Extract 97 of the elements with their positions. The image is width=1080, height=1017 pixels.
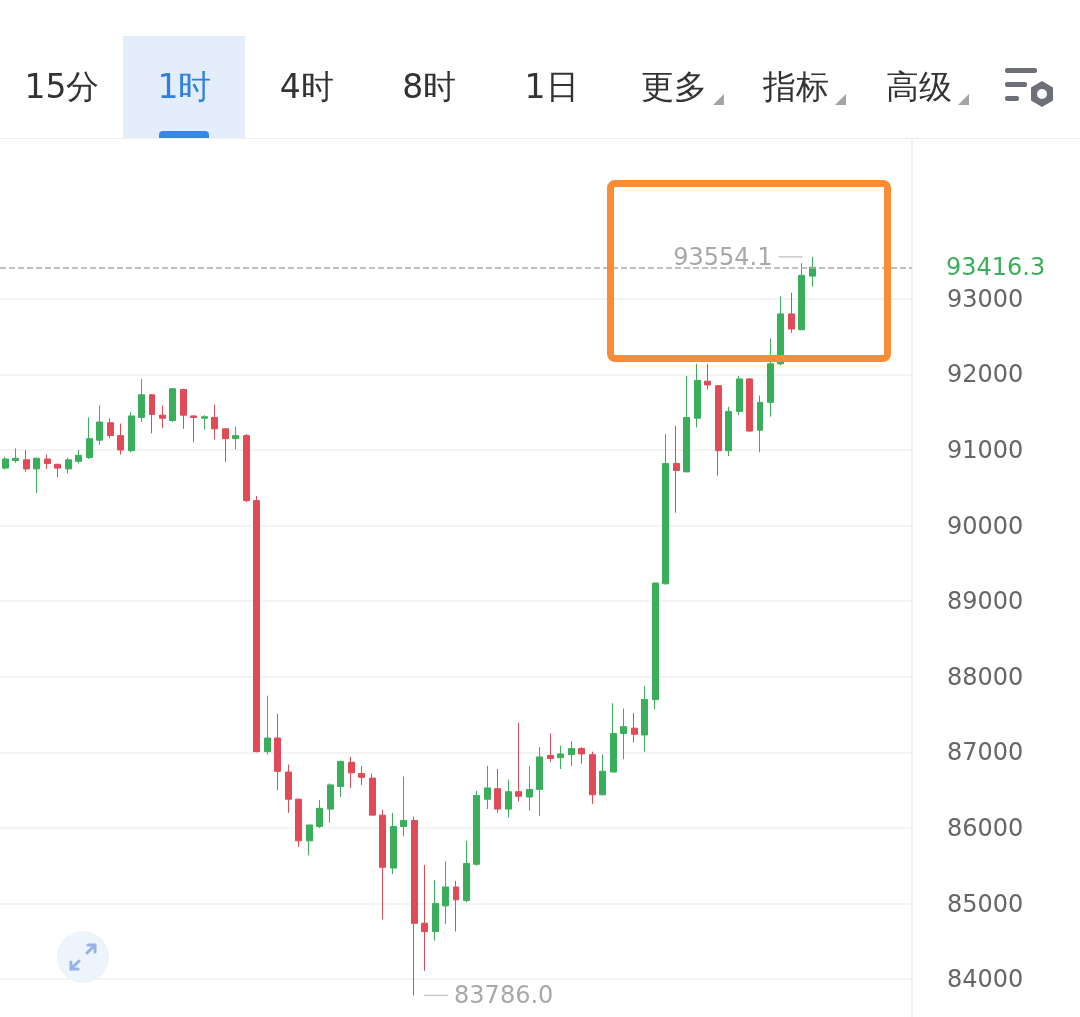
candlestick — [2, 456, 9, 471]
text: 8时 — [402, 67, 457, 107]
candlestick — [683, 375, 690, 473]
candlestick — [788, 292, 795, 334]
y-tick-label: 84000 — [947, 965, 1024, 994]
candlestick — [232, 426, 239, 450]
candlestick — [327, 782, 334, 824]
candlestick — [767, 338, 774, 418]
candlestick — [159, 404, 166, 429]
candlestick — [641, 685, 648, 753]
candlestick — [12, 447, 19, 464]
candlestick — [243, 433, 250, 503]
annotation: 83786.0 — [454, 981, 554, 1010]
candlestick — [169, 387, 176, 423]
candlestick — [526, 765, 533, 812]
candlestick — [358, 765, 365, 786]
candlestick — [96, 404, 103, 446]
candlestick — [379, 809, 386, 920]
candlestick — [599, 754, 606, 796]
candlestick — [442, 860, 449, 925]
candlestick — [578, 746, 585, 765]
candlestick — [421, 864, 428, 972]
candlestick — [757, 395, 763, 453]
candlestick — [400, 776, 407, 837]
ref-line-label: 93416.3 — [946, 253, 1046, 282]
y-tick-label: 85000 — [947, 889, 1024, 918]
candlestick — [369, 773, 376, 816]
candlestick — [473, 790, 480, 867]
candlestick — [65, 457, 72, 474]
y-tick-label: 89000 — [947, 587, 1024, 616]
candlestick — [107, 417, 114, 439]
candlestick — [190, 414, 197, 443]
candlestick — [295, 798, 302, 848]
candlestick — [253, 495, 260, 753]
y-tick-label: 87000 — [947, 738, 1024, 767]
candlestick — [798, 262, 805, 331]
candlestick — [704, 363, 711, 390]
candlestick — [547, 732, 554, 763]
candlestick — [494, 768, 501, 814]
candlestick — [715, 384, 722, 477]
candlestick — [54, 463, 61, 478]
candlestick — [453, 880, 459, 933]
candlestick — [23, 449, 30, 473]
candlestick — [725, 406, 732, 457]
candlestick — [652, 582, 659, 710]
candlestick — [673, 425, 680, 514]
candlestick — [390, 812, 397, 875]
candlestick — [568, 740, 575, 767]
y-tick-label: 90000 — [947, 511, 1024, 540]
candlestick — [515, 722, 522, 803]
candlestick — [337, 760, 344, 798]
candlestick — [694, 363, 701, 428]
y-tick-label: 86000 — [947, 813, 1024, 842]
candlestick — [557, 745, 564, 770]
candlestick — [86, 416, 93, 460]
y-tick-label: 92000 — [947, 360, 1024, 389]
y-tick-label: 91000 — [947, 435, 1024, 464]
candlestick — [75, 449, 82, 465]
candlestick — [411, 816, 418, 996]
candlestick — [589, 751, 596, 805]
candlestick — [264, 695, 271, 756]
candlestick — [44, 454, 51, 470]
candlestick — [222, 427, 229, 463]
candlestick — [285, 763, 292, 814]
text: 15分 — [24, 67, 100, 107]
candlestick — [463, 840, 470, 903]
annotation: 93554.1 — [673, 242, 773, 271]
candlestick — [128, 411, 135, 453]
candlestick — [201, 414, 208, 431]
candlestick — [505, 779, 512, 818]
text: 4时 — [279, 67, 334, 107]
candlestick — [33, 457, 40, 494]
candlestick — [662, 433, 669, 586]
candlestick — [117, 423, 124, 456]
text: 指标 — [763, 67, 830, 107]
candlestick — [536, 746, 543, 817]
y-tick-label: 93000 — [947, 284, 1024, 313]
text: 更多 — [641, 67, 707, 107]
candlestick — [149, 393, 155, 434]
text: 高级 — [885, 67, 952, 107]
candlestick — [620, 708, 627, 760]
candlestick — [274, 713, 281, 791]
text: 1时 — [157, 67, 212, 107]
candlestick — [631, 712, 638, 744]
y-tick-label: 88000 — [947, 662, 1024, 691]
candlestick — [736, 375, 743, 416]
candlestick — [138, 378, 145, 423]
candlestick — [316, 799, 323, 829]
candlestick — [211, 404, 218, 440]
candlestick — [484, 765, 491, 810]
candlestick — [348, 756, 355, 789]
candlestick — [610, 702, 617, 773]
candlestick — [432, 879, 439, 942]
candlestick — [306, 824, 313, 856]
candlestick — [180, 388, 187, 430]
text: 1日 — [524, 67, 579, 107]
candlestick — [746, 377, 753, 433]
